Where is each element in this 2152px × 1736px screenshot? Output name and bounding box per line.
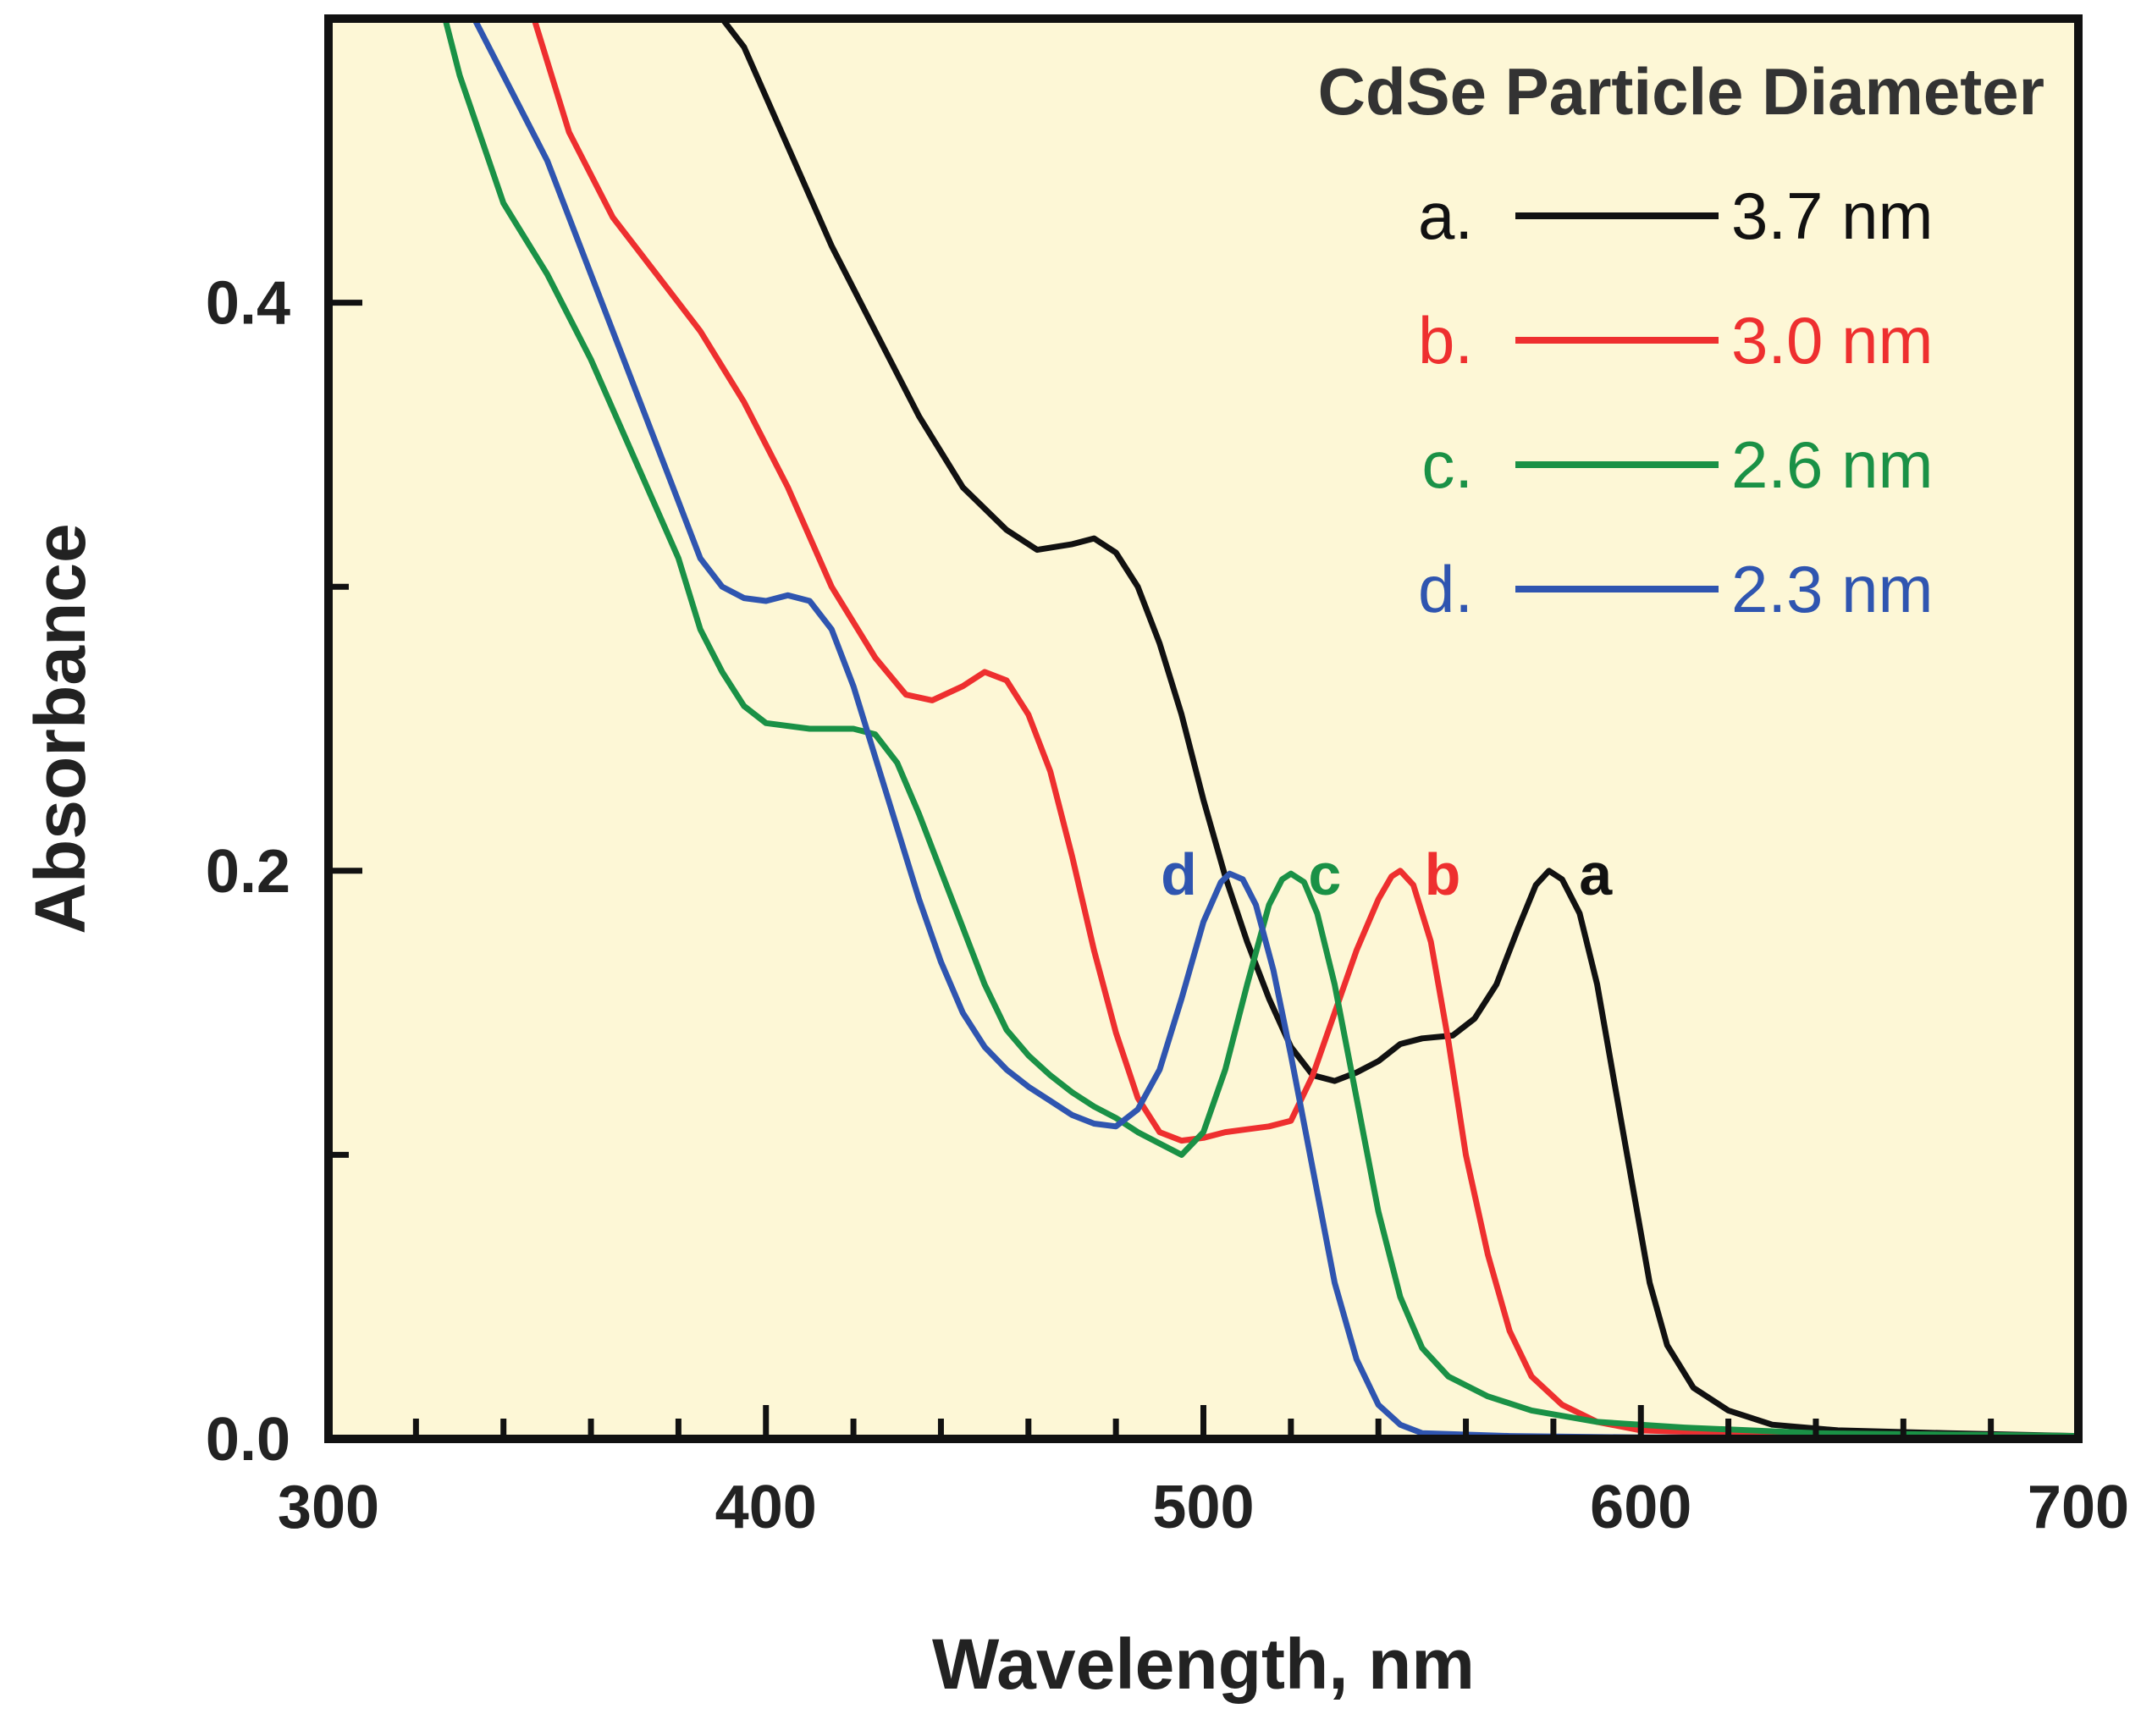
peak-label-d: d — [1161, 841, 1197, 907]
legend-title: CdSe Particle Diameter — [1318, 54, 2044, 129]
x-axis-title: Wavelength, nm — [932, 1624, 1475, 1704]
legend-label-c: 2.6 nm — [1731, 427, 1933, 502]
ticks-layer: 300 400 500 600 700 0.0 0.2 0.4 a b c d — [206, 15, 2129, 1541]
legend-prefix-a: a. — [1418, 179, 1473, 253]
plot-background — [328, 19, 2078, 1439]
y-tick-label: 0.0 — [206, 1406, 290, 1474]
legend-prefix-d: d. — [1418, 552, 1473, 626]
series-line-a — [718, 19, 2078, 1439]
peak-label-b: b — [1425, 841, 1461, 907]
legend-prefix-b: b. — [1418, 303, 1473, 378]
series-line-d — [471, 19, 2078, 1439]
peak-label-a: a — [1579, 841, 1613, 907]
legend: CdSe Particle Diameter a. 3.7 nm b. 3.0 nm c… — [1318, 54, 2044, 626]
y-tick-label: 0.4 — [206, 270, 290, 338]
legend-label-a: 3.7 nm — [1731, 179, 1933, 253]
y-axis-title: Absorbance — [20, 523, 100, 934]
y-tick-label: 0.2 — [206, 838, 290, 906]
x-tick-label: 300 — [278, 1474, 379, 1541]
series-line-b — [531, 19, 2078, 1439]
x-tick-label: 500 — [1152, 1474, 1254, 1541]
legend-label-b: 3.0 nm — [1731, 303, 1933, 378]
legend-label-d: 2.3 nm — [1731, 552, 1933, 626]
series-line-c — [442, 19, 2078, 1439]
peak-label-c: c — [1308, 841, 1341, 907]
x-tick-label: 700 — [2028, 1474, 2129, 1541]
x-tick-label: 600 — [1590, 1474, 1691, 1541]
x-tick-label: 400 — [715, 1474, 817, 1541]
series-layer — [442, 19, 2078, 1439]
legend-prefix-c: c. — [1421, 427, 1473, 502]
